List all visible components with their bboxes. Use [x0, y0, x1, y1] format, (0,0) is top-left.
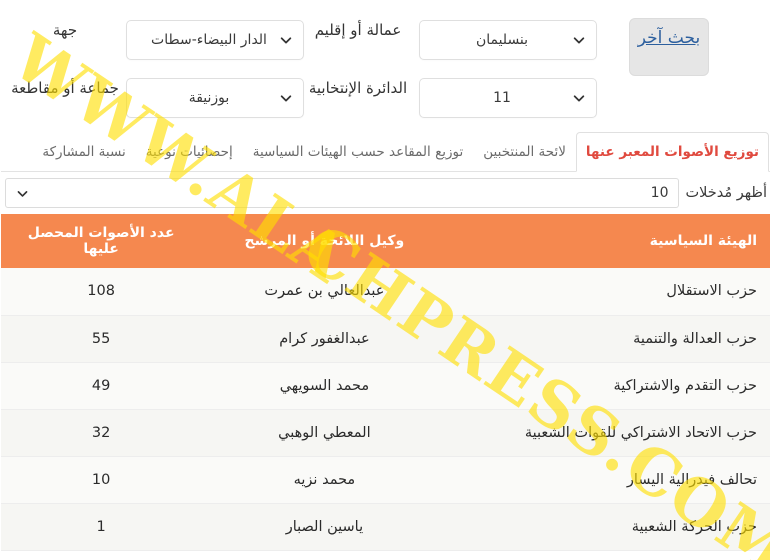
commune-select[interactable]: بوزنيقة — [125, 78, 303, 118]
province-select-value: بنسليمان — [431, 32, 571, 48]
cell-candidate: عبدالغفور كرام — [200, 315, 446, 362]
label-district: الدائرة الإنتخابية — [303, 78, 411, 98]
tab-votes-distribution[interactable]: توزيع الأصوات المعبر عنها — [575, 132, 768, 172]
entries-label: أظهر مُدخلات — [684, 185, 766, 201]
cell-party: حزب الاستقلال — [447, 268, 770, 315]
label-region: جهة — [10, 20, 118, 40]
cell-votes: 32 — [0, 409, 200, 456]
table-row: حزب العدالة والتنمية عبدالغفور كرام 55 — [0, 315, 770, 362]
region-select[interactable]: الدار البيضاء-سطات — [125, 20, 303, 60]
cell-votes: 10 — [0, 456, 200, 503]
election-results-page: جهة جماعة أو مقاطعة الدار البيضاء-سطات — [0, 0, 770, 560]
col-header-party[interactable]: الهيئة السياسية — [447, 214, 770, 268]
filter-labels-province-district: عمالة أو إقليم الدائرة الإنتخابية — [303, 8, 411, 124]
label-province: عمالة أو إقليم — [303, 20, 411, 40]
cell-party: حزب الحركة الشعبية — [447, 503, 770, 550]
cell-party: حزب التقدم والاشتراكية — [447, 362, 770, 409]
col-header-candidate[interactable]: وكيل اللائحة أو المرشح — [200, 214, 446, 268]
cell-votes: 108 — [0, 268, 200, 315]
district-select-value: 11 — [431, 90, 571, 106]
commune-select-value: بوزنيقة — [138, 90, 278, 106]
table-row: تحالف فيدرالية اليسار محمد نزيه 10 — [0, 456, 770, 503]
cell-candidate: محمد نزيه — [200, 456, 446, 503]
table-row: حزب الاتحاد الاشتراكي للقوات الشعبية الم… — [0, 409, 770, 456]
tab-elected-list[interactable]: لائحة المنتخبين — [472, 132, 575, 171]
results-tabbar: توزيع الأصوات المعبر عنها لائحة المنتخبي… — [0, 128, 770, 172]
chevron-down-icon — [15, 187, 28, 200]
cell-party: حزب العدالة والتنمية — [447, 315, 770, 362]
cell-party: حزب الاتحاد الاشتراكي للقوات الشعبية — [447, 409, 770, 456]
tab-participation-rate[interactable]: نسبة المشاركة — [31, 132, 134, 171]
region-select-value: الدار البيضاء-سطات — [138, 32, 278, 48]
cell-votes: 49 — [0, 362, 200, 409]
search-button-column: بحث آخر — [596, 8, 716, 76]
province-select[interactable]: بنسليمان — [418, 20, 596, 60]
table-row: حزب الحركة الشعبية ياسين الصبار 1 — [0, 503, 770, 550]
chevron-down-icon — [571, 33, 585, 47]
chevron-down-icon — [278, 33, 292, 47]
cell-votes: 1 — [0, 503, 200, 550]
chevron-down-icon — [278, 91, 292, 105]
district-select[interactable]: 11 — [418, 78, 596, 118]
results-table: الهيئة السياسية وكيل اللائحة أو المرشح ع… — [0, 214, 770, 551]
label-commune: جماعة أو مقاطعة — [10, 78, 118, 98]
entries-selector-row: أظهر مُدخلات 10 — [0, 172, 770, 214]
entries-count-value: 10 — [650, 185, 668, 201]
filter-labels-region-commune: جهة جماعة أو مقاطعة — [10, 8, 118, 124]
filter-selects-region-commune: الدار البيضاء-سطات بوزنيقة — [118, 8, 303, 124]
cell-party: تحالف فيدرالية اليسار — [447, 456, 770, 503]
table-row: حزب الاستقلال عبدالعالي بن عمرت 108 — [0, 268, 770, 315]
another-search-button[interactable]: بحث آخر — [628, 18, 708, 76]
table-row: حزب التقدم والاشتراكية محمد السويهي 49 — [0, 362, 770, 409]
col-header-votes[interactable]: عدد الأصوات المحصل عليها — [0, 214, 200, 268]
cell-candidate: ياسين الصبار — [200, 503, 446, 550]
tab-seats-distribution[interactable]: توزيع المقاعد حسب الهيئات السياسية — [242, 132, 473, 171]
entries-count-select[interactable]: 10 — [4, 178, 678, 208]
cell-candidate: محمد السويهي — [200, 362, 446, 409]
results-table-head: الهيئة السياسية وكيل اللائحة أو المرشح ع… — [0, 214, 770, 268]
cell-candidate: المعطي الوهبي — [200, 409, 446, 456]
table-header-row: الهيئة السياسية وكيل اللائحة أو المرشح ع… — [0, 214, 770, 268]
cell-votes: 55 — [0, 315, 200, 362]
filter-panel: جهة جماعة أو مقاطعة الدار البيضاء-سطات — [0, 0, 770, 128]
cell-candidate: عبدالعالي بن عمرت — [200, 268, 446, 315]
results-table-body: حزب الاستقلال عبدالعالي بن عمرت 108 حزب … — [0, 268, 770, 550]
tab-qualitative-stats[interactable]: إحصائيات نوعية — [135, 132, 242, 171]
filter-selects-province-district: بنسليمان 11 — [411, 8, 596, 124]
chevron-down-icon — [571, 91, 585, 105]
